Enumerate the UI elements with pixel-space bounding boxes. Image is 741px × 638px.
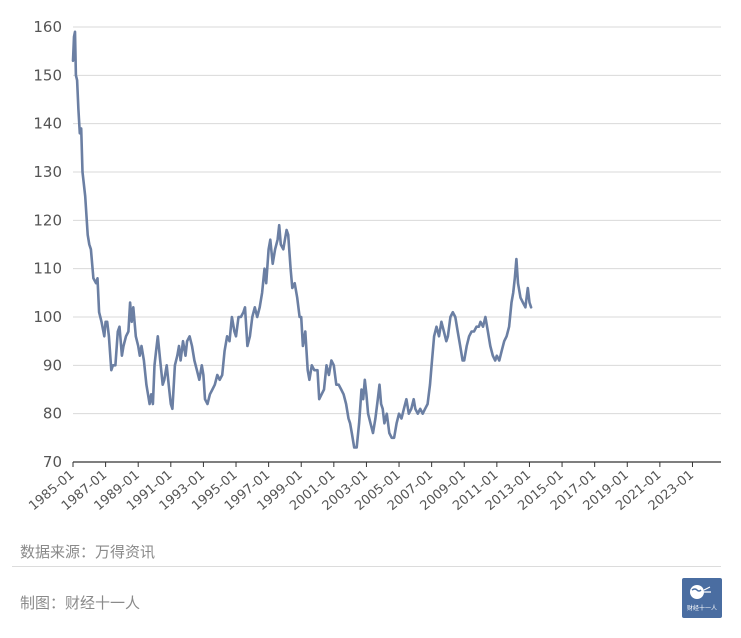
y-tick-label-130: 130 xyxy=(33,163,62,181)
y-tick-label-80: 80 xyxy=(43,405,62,423)
y-tick-label-100: 100 xyxy=(33,308,62,326)
source-note: 数据来源：万得资讯 xyxy=(20,543,156,561)
chart-svg: 7080901001101201301401501601985-011987-0… xyxy=(26,18,721,514)
y-tick-label-70: 70 xyxy=(43,453,62,471)
divider-top xyxy=(12,566,721,567)
y-tick-label-160: 160 xyxy=(33,18,62,36)
y-tick-label-90: 90 xyxy=(43,356,62,374)
y-tick-label-150: 150 xyxy=(33,66,62,84)
maker-note: 制图：财经十一人 xyxy=(20,594,141,612)
series-line-0 xyxy=(71,30,533,449)
y-tick-label-110: 110 xyxy=(33,260,62,278)
globe-icon xyxy=(690,585,711,599)
y-tick-label-140: 140 xyxy=(33,115,62,133)
y-tick-label-120: 120 xyxy=(33,211,62,229)
brand-logo: 财经十一人 xyxy=(682,578,722,618)
logo-text: 财经十一人 xyxy=(686,605,717,612)
